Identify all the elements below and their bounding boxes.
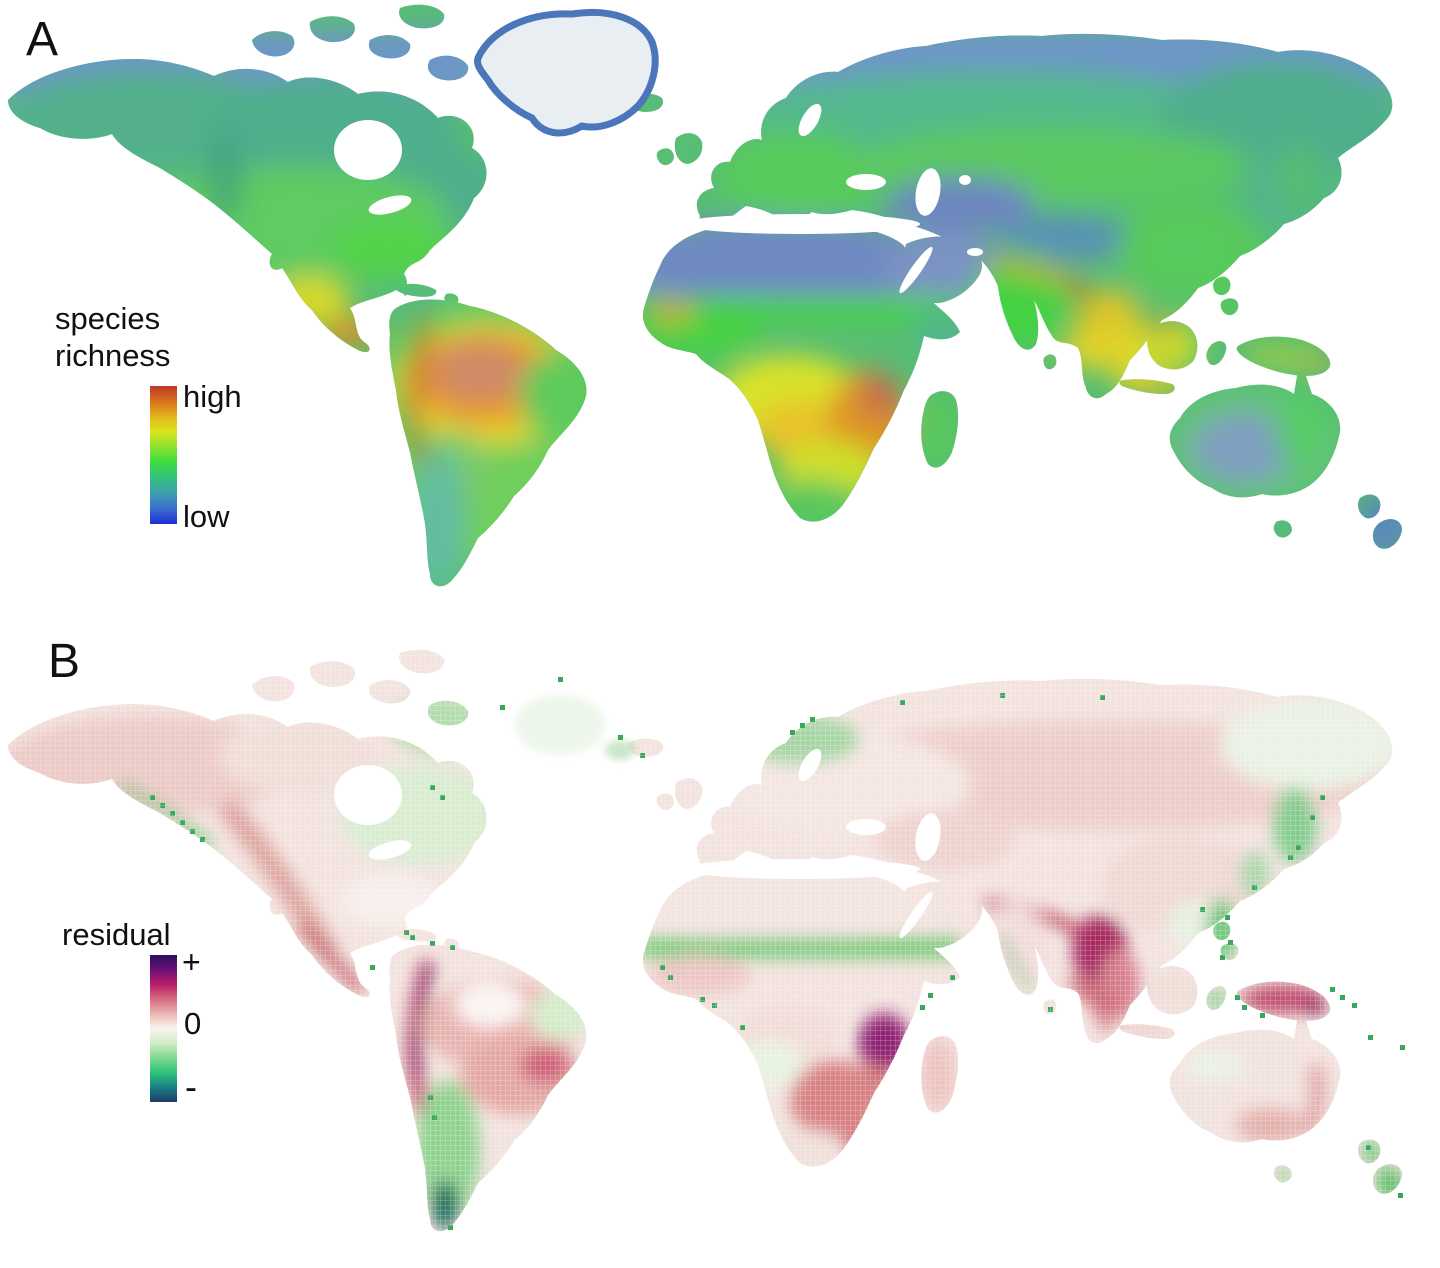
caspian-sea: [915, 168, 941, 216]
greenland-sparse-residuals: [515, 695, 635, 760]
sahara-low-richness: [620, 217, 940, 313]
residual-zero-label: 0: [184, 1006, 202, 1041]
richness-legend-title-line2: richness: [55, 338, 171, 373]
residual-world-map: [8, 649, 1405, 1232]
panel-b-inland-water: [334, 748, 941, 939]
australia-interior-low: [1190, 413, 1300, 483]
residual-plus-label: +: [182, 944, 201, 980]
residual-legend-title: residual: [62, 917, 171, 952]
mediterranean-sea: [680, 214, 920, 234]
panel-a-label: A: [26, 13, 59, 66]
richness-legend-title-line1: species: [55, 301, 161, 336]
residual-minus-label: -: [185, 1066, 197, 1107]
residual-colorbar: [150, 955, 177, 1102]
richness-legend-title: species richness: [55, 300, 170, 374]
richness-high-label: high: [183, 379, 242, 414]
richness-low-label: low: [183, 499, 230, 534]
hudson-bay: [334, 120, 402, 180]
panel-b-label: B: [48, 635, 81, 688]
richness-colorbar: [150, 386, 177, 524]
greenland-landmass: [474, 8, 659, 137]
raster-grid-overlay: [8, 649, 1402, 1232]
red-sea: [899, 246, 933, 294]
species-richness-world-map: [8, 4, 1402, 587]
panel-a-inland-water: [334, 103, 983, 294]
